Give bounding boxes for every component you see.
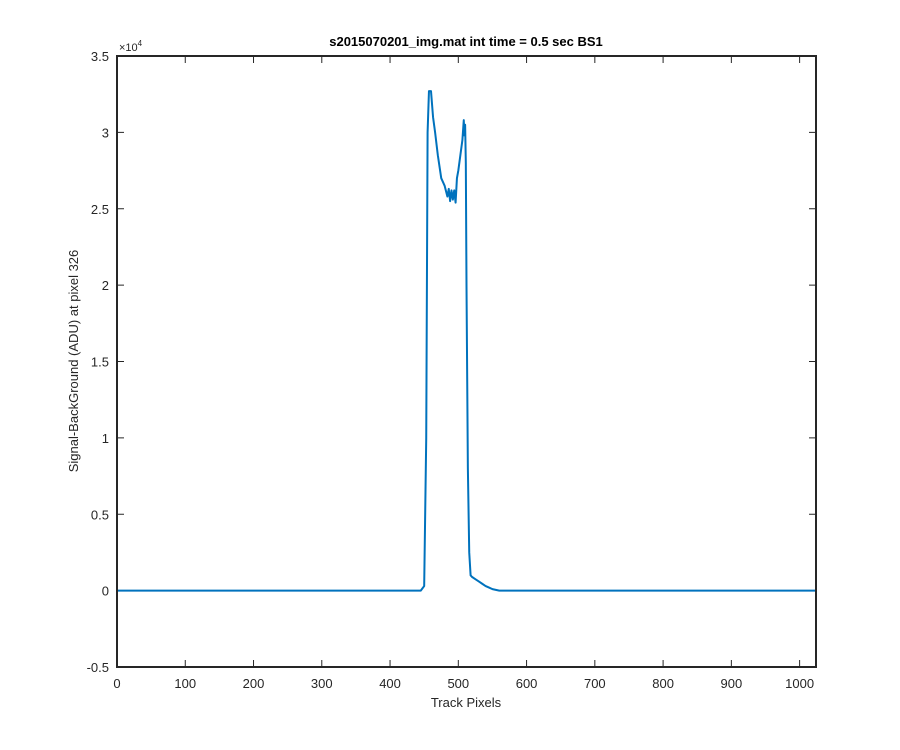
chart-title: s2015070201_img.mat int time = 0.5 sec B… [329, 34, 603, 49]
x-tick-label: 200 [243, 676, 265, 691]
x-tick-label: 800 [652, 676, 674, 691]
y-axis-label: Signal-BackGround (ADU) at pixel 326 [66, 250, 81, 473]
y-tick-label: 1.5 [91, 355, 109, 370]
y-tick-label: 3.5 [91, 49, 109, 64]
y-exponent-label: ×104 [119, 39, 143, 54]
x-tick-label: 700 [584, 676, 606, 691]
x-tick-label: 500 [447, 676, 469, 691]
y-tick-label: 2 [102, 278, 109, 293]
y-tick-label: -0.5 [87, 660, 109, 675]
axes-box [116, 55, 817, 668]
x-tick-label: 0 [113, 676, 120, 691]
x-axis-label: Track Pixels [431, 695, 502, 710]
series-line [116, 90, 817, 592]
y-tick-label: 1 [102, 431, 109, 446]
y-tick-label: 0.5 [91, 507, 109, 522]
x-tick-label: 900 [721, 676, 743, 691]
x-tick-label: 400 [379, 676, 401, 691]
tick-labels: 0 100 200 300 400 500 600 700 800 900 1000 -0.5 0 0.5… [87, 49, 814, 691]
y-tick-label: 2.5 [91, 202, 109, 217]
x-tick-label: 600 [516, 676, 538, 691]
axis-ticks [116, 55, 816, 668]
x-tick-label: 1000 [785, 676, 814, 691]
y-tick-label: 3 [102, 125, 109, 140]
x-tick-label: 100 [174, 676, 196, 691]
y-tick-label: 0 [102, 584, 109, 599]
x-tick-label: 300 [311, 676, 333, 691]
